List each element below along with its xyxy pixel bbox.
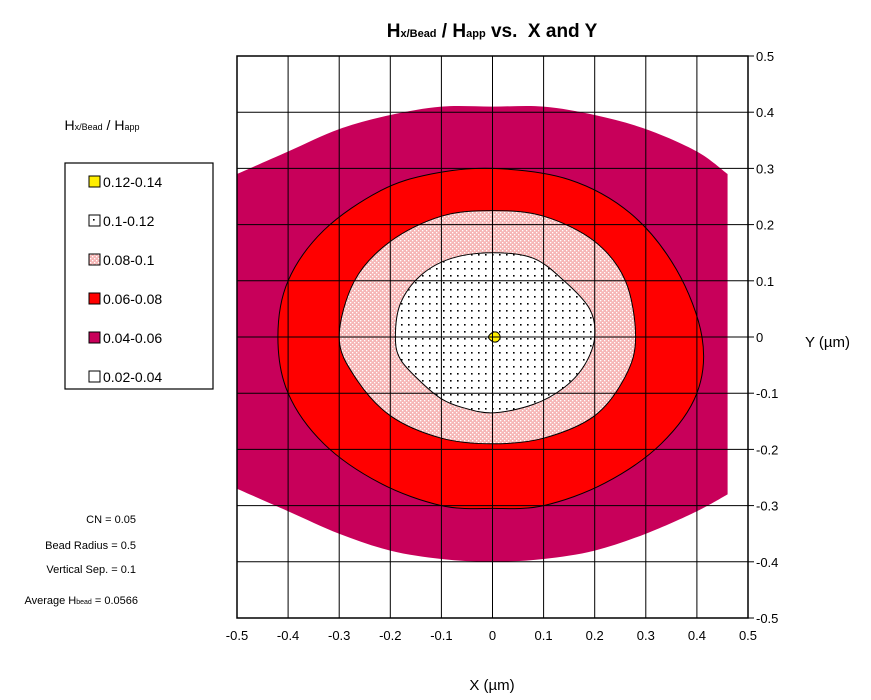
x-tick-label: 0.5 [739,628,757,643]
x-tick-label: 0.4 [688,628,706,643]
legend-swatch [88,331,101,344]
x-tick-label: 0.1 [535,628,553,643]
annotation-average-h: Average Hbead = 0.0566 [24,595,138,607]
annotation-cn: CN = 0.05 [86,514,136,526]
x-tick-label: 0.2 [586,628,604,643]
y-tick-label: 0.5 [756,49,774,64]
legend-swatch [88,175,101,188]
y-tick-label: 0.1 [756,274,774,289]
y-tick-label: -0.4 [756,555,778,570]
legend-label: 0.04-0.06 [103,330,162,346]
x-tick-label: -0.4 [277,628,299,643]
annotation-vertical-sep: Vertical Sep. = 0.1 [46,564,136,576]
legend-swatch [88,370,101,383]
x-tick-label: -0.2 [379,628,401,643]
y-tick-label: 0.2 [756,218,774,233]
legend-label: 0.02-0.04 [103,369,162,385]
x-tick-label: -0.3 [328,628,350,643]
legend-title: Hx/Bead / Happ [65,117,140,133]
x-tick-label: 0 [489,628,496,643]
annotation-bead-radius: Bead Radius = 0.5 [45,540,136,552]
x-tick-labels: -0.5 -0.4 -0.3 -0.2 -0.1 0 0.1 0.2 0.3 0.4 0.5 [226,628,757,643]
y-tick-labels: 0.5 0.4 0.3 0.2 0.1 0 -0.1 -0.2 -0.3 -0.4 -0.5 [756,49,778,626]
legend-label: 0.06-0.08 [103,291,162,307]
plot-frame [236,55,749,619]
y-tick-label: -0.2 [756,442,778,457]
chart-title: Hx/Bead / Happ vs. X and Y [387,21,598,42]
legend-swatch [88,253,101,266]
y-tick-label: 0.4 [756,105,774,120]
y-tick-label: -0.1 [756,386,778,401]
legend-swatch [88,292,101,305]
y-tick-label: -0.3 [756,499,778,514]
y-axis-label: Y (µm) [805,334,850,351]
legend-box [64,162,214,390]
x-tick-label: -0.1 [430,628,452,643]
x-tick-label: -0.5 [226,628,248,643]
y-tick-label: 0 [756,330,763,345]
legend-label: 0.12-0.14 [103,174,162,190]
plot-area [236,55,754,619]
x-axis-label: X (µm) [469,677,514,694]
legend: 0.12-0.14 0.1-0.12 0.08-0.1 0.06-0.08 0.04-0… [64,162,214,390]
y-tick-label: -0.5 [756,611,778,626]
y-tick-label: 0.3 [756,161,774,176]
contour-layer [237,105,728,562]
legend-label: 0.08-0.1 [103,252,155,268]
legend-label: 0.1-0.12 [103,213,155,229]
annotations: CN = 0.05 Bead Radius = 0.5 Vertical Sep… [24,514,138,607]
x-tick-label: 0.3 [637,628,655,643]
legend-swatch [88,214,101,227]
